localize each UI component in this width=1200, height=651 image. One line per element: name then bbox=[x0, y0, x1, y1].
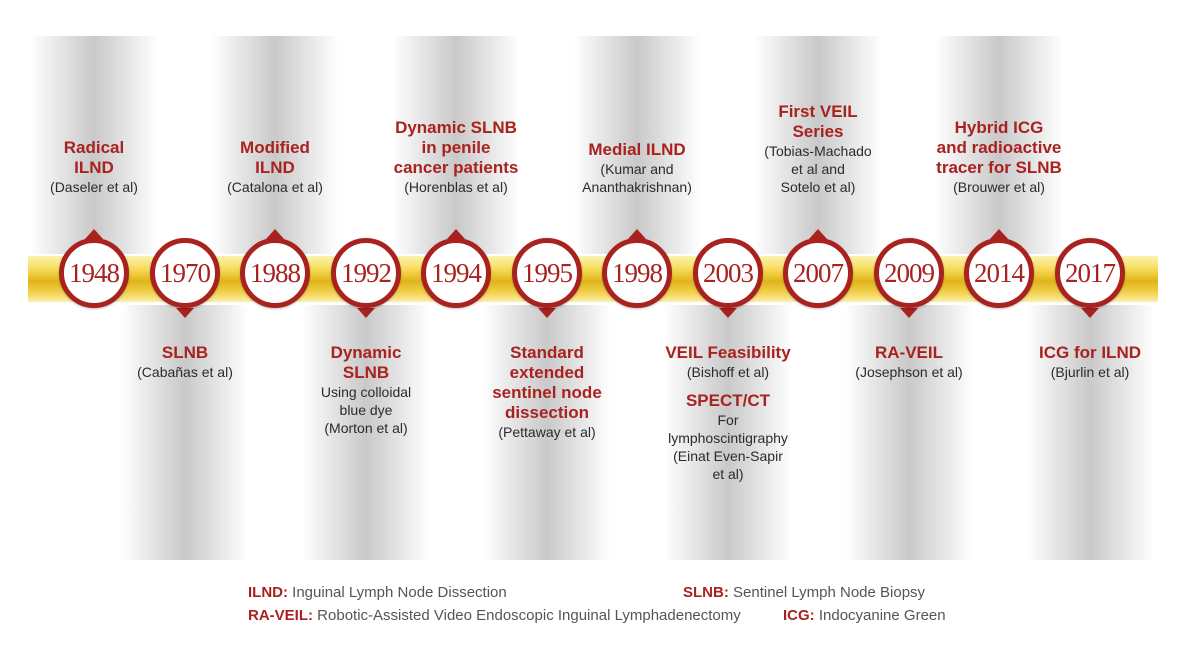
milestone-pointer-2014 bbox=[990, 229, 1008, 239]
year-marker-2009: 2009 bbox=[874, 238, 944, 308]
milestone-label-1970: SLNB (Cabañas et al) bbox=[121, 343, 249, 381]
milestone-pointer-1994 bbox=[447, 229, 465, 239]
milestone-title: Radical ILND bbox=[63, 138, 125, 177]
legend-ilnd: ILND: Inguinal Lymph Node Dissection bbox=[248, 584, 507, 601]
milestone-column-2009 bbox=[845, 305, 973, 560]
milestone-pointer-1988 bbox=[266, 229, 284, 239]
milestone-label-1992: Dynamic SLNB Using colloidal blue dye (Mo… bbox=[302, 343, 430, 437]
year-label: 1995 bbox=[522, 257, 573, 288]
year-marker-1992: 1992 bbox=[331, 238, 401, 308]
milestone-title: Modified ILND bbox=[240, 138, 310, 177]
milestone-label-1998: Medial ILND (Kumar and Ananthakrishnan) bbox=[573, 36, 701, 254]
year-marker-1995: 1995 bbox=[512, 238, 582, 308]
milestone-column-1998 bbox=[573, 36, 701, 254]
year-label: 1994 bbox=[431, 257, 482, 288]
milestone-detail: Using colloidal blue dye (Morton et al) bbox=[320, 384, 412, 436]
year-marker-1970: 1970 bbox=[150, 238, 220, 308]
milestone-title: Dynamic SLNB in penile cancer patients bbox=[393, 118, 519, 177]
milestone-pointer-2009 bbox=[900, 308, 918, 318]
milestone-title: Dynamic SLNB bbox=[330, 343, 402, 382]
milestone-title: ICG for ILND bbox=[1039, 343, 1141, 362]
milestone-detail: (Tobias-Machado et al and Sotelo et al) bbox=[764, 143, 872, 195]
milestone-column-2007 bbox=[754, 36, 882, 254]
milestone-label-1994: Dynamic SLNB in penile cancer patients (H… bbox=[392, 36, 520, 254]
year-marker-1998: 1998 bbox=[602, 238, 672, 308]
milestone-title: SLNB bbox=[161, 343, 209, 362]
milestone-label-1948: Radical ILND (Daseler et al) bbox=[30, 36, 158, 254]
legend-icg: ICG: Indocyanine Green bbox=[783, 607, 946, 624]
milestone-label-2003: VEIL Feasibility (Bishoff et al) SPECT/CT F… bbox=[664, 343, 792, 483]
milestone-pointer-2017 bbox=[1081, 308, 1099, 318]
year-label: 2014 bbox=[974, 257, 1025, 288]
milestone-pointer-1948 bbox=[85, 229, 103, 239]
milestone-label-2009: RA-VEIL (Josephson et al) bbox=[845, 343, 973, 381]
year-label: 1970 bbox=[160, 257, 211, 288]
legend-slnb: SLNB: Sentinel Lymph Node Biopsy bbox=[683, 584, 926, 601]
milestone-pointer-1970 bbox=[176, 308, 194, 318]
legend-ra-veil: RA-VEIL: Robotic-Assisted Video Endoscop… bbox=[248, 607, 741, 624]
milestone-title: First VEIL Series bbox=[778, 102, 858, 141]
milestone-column-2017 bbox=[1026, 305, 1154, 560]
milestone-detail: (Brouwer et al) bbox=[953, 179, 1045, 195]
milestone-pointer-1995 bbox=[538, 308, 556, 318]
milestone-title: Medial ILND bbox=[588, 140, 686, 159]
milestone-detail: (Daseler et al) bbox=[50, 179, 138, 195]
year-marker-1988: 1988 bbox=[240, 238, 310, 308]
milestone-detail: (Bjurlin et al) bbox=[1050, 364, 1130, 380]
milestone-label-2014: Hybrid ICG and radioactive tracer for SL… bbox=[935, 36, 1063, 254]
milestone-column-2003 bbox=[664, 305, 792, 560]
milestone-column-2014 bbox=[935, 36, 1063, 254]
milestone-column-1970 bbox=[121, 305, 249, 560]
milestone-title: VEIL Feasibility bbox=[665, 343, 791, 362]
milestone-pointer-2007 bbox=[809, 229, 827, 239]
milestone-title: Standard extended sentinel node dissecti… bbox=[492, 343, 602, 422]
year-marker-2007: 2007 bbox=[783, 238, 853, 308]
milestone-title: RA-VEIL bbox=[875, 343, 943, 362]
milestone-label-2007: First VEIL Series (Tobias-Machado et al a… bbox=[754, 36, 882, 254]
year-label: 1992 bbox=[341, 257, 392, 288]
milestone-column-1948 bbox=[30, 36, 158, 254]
year-marker-2014: 2014 bbox=[964, 238, 1034, 308]
milestone-pointer-1998 bbox=[628, 229, 646, 239]
milestone-detail: (Bishoff et al) bbox=[686, 364, 770, 380]
milestone-detail: (Pettaway et al) bbox=[498, 424, 596, 440]
milestone-column-1992 bbox=[302, 305, 430, 560]
milestone-label-1995: Standard extended sentinel node dissecti… bbox=[483, 343, 611, 441]
year-label: 1988 bbox=[250, 257, 301, 288]
milestone-detail: (Kumar and Ananthakrishnan) bbox=[582, 161, 692, 195]
milestone-pointer-1992 bbox=[357, 308, 375, 318]
year-label: 2009 bbox=[884, 257, 935, 288]
year-label: 2003 bbox=[703, 257, 754, 288]
milestone-title: SPECT/CT bbox=[685, 391, 771, 410]
milestone-detail: (Horenblas et al) bbox=[404, 179, 508, 195]
year-marker-2003: 2003 bbox=[693, 238, 763, 308]
milestone-column-1994 bbox=[392, 36, 520, 254]
year-marker-2017: 2017 bbox=[1055, 238, 1125, 308]
year-label: 2007 bbox=[793, 257, 844, 288]
milestone-column-1995 bbox=[483, 305, 611, 560]
milestone-pointer-2003 bbox=[719, 308, 737, 318]
spacer bbox=[664, 381, 792, 391]
year-label: 1998 bbox=[612, 257, 663, 288]
milestone-detail: (Josephson et al) bbox=[855, 364, 963, 380]
milestone-label-1988: Modified ILND (Catalona et al) bbox=[211, 36, 339, 254]
milestone-label-2017: ICG for ILND (Bjurlin et al) bbox=[1026, 343, 1154, 381]
milestone-detail: (Catalona et al) bbox=[227, 179, 323, 195]
year-label: 1948 bbox=[69, 257, 120, 288]
milestone-title: Hybrid ICG and radioactive tracer for SL… bbox=[936, 118, 1062, 177]
milestone-detail: (Cabañas et al) bbox=[137, 364, 233, 380]
year-label: 2017 bbox=[1065, 257, 1116, 288]
milestone-detail: For lymphoscintigraphy (Einat Even-Sapir… bbox=[668, 412, 788, 482]
milestone-column-1988 bbox=[211, 36, 339, 254]
year-marker-1994: 1994 bbox=[421, 238, 491, 308]
year-marker-1948: 1948 bbox=[59, 238, 129, 308]
